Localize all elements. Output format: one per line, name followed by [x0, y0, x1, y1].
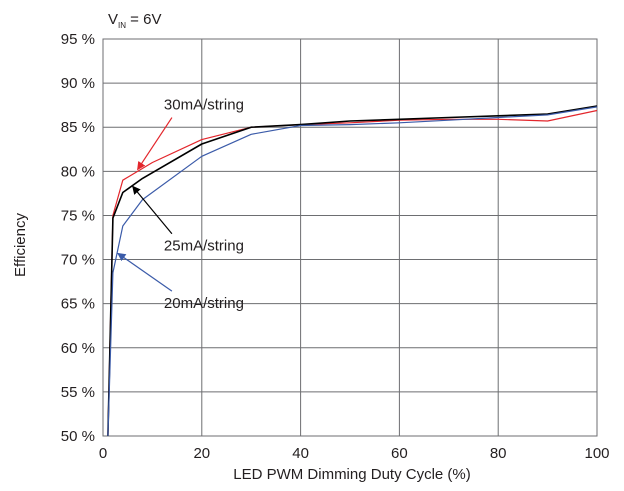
y-tick-label: 55 % [61, 384, 95, 401]
y-tick-label: 80 % [61, 163, 95, 180]
annotation-label: 30mA/string [164, 97, 244, 114]
x-tick-label: 80 [490, 445, 507, 462]
x-tick-label: 20 [193, 445, 210, 462]
annotations: 30mA/string 25mA/string 20mA/string [117, 97, 244, 312]
condition-sub: IN [118, 21, 126, 30]
condition-label: VIN = 6V [108, 11, 161, 30]
series-line-30ma-string [107, 109, 598, 437]
y-tick-label: 95 % [61, 31, 95, 48]
series-line-25ma-string [107, 105, 598, 437]
y-tick-label: 85 % [61, 119, 95, 136]
y-tick-label: 70 % [61, 252, 95, 269]
series-line-20ma-string [107, 106, 598, 437]
tick-labels: 50 % 55 % 60 % 65 % 70 % 75 % 80 % 85 % 90 % 95 %… [61, 31, 610, 462]
y-tick-label: 65 % [61, 296, 95, 313]
x-tick-label: 40 [292, 445, 309, 462]
y-tick-label: 90 % [61, 75, 95, 92]
y-axis-label: Efficiency [12, 213, 29, 277]
x-axis-label: LED PWM Dimming Duty Cycle (%) [233, 466, 471, 483]
annotation-arrow [117, 252, 173, 292]
annotation-label: 20mA/string [164, 295, 244, 312]
y-tick-label: 60 % [61, 340, 95, 357]
annotation-label: 25mA/string [164, 238, 244, 255]
annotation-arrow [137, 117, 173, 171]
x-tick-label: 60 [391, 445, 408, 462]
series-lines [107, 105, 598, 437]
x-tick-label: 0 [99, 445, 107, 462]
y-tick-label: 75 % [61, 207, 95, 224]
grid [102, 38, 598, 437]
condition-main: V [108, 11, 118, 28]
x-tick-label: 100 [584, 445, 609, 462]
condition-rest: = 6V [126, 11, 161, 28]
annotation-arrow [132, 185, 173, 235]
y-tick-label: 50 % [61, 428, 95, 445]
